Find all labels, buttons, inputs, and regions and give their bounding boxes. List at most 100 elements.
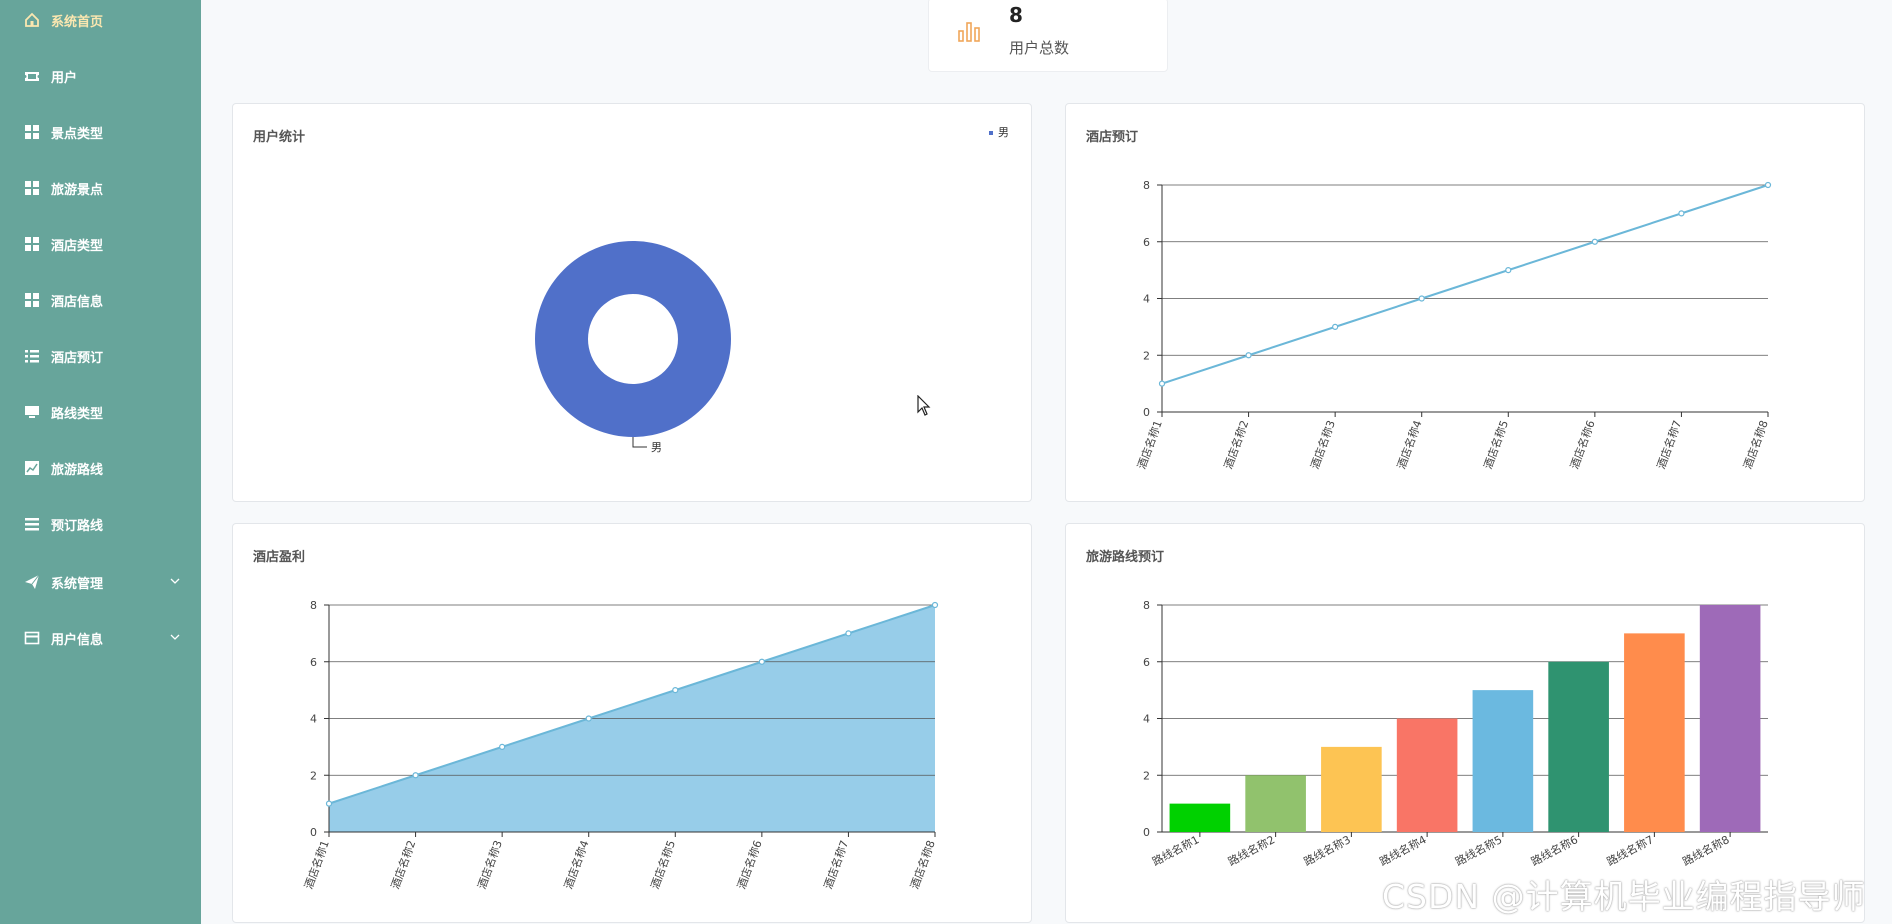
sidebar-item-11[interactable]: 系统管理 xyxy=(0,562,201,602)
sidebar-item-label: 酒店信息 xyxy=(51,294,104,310)
hotel-booking-chart: 0 2 4 6 8 酒店名称1 酒店名称2 酒店名称3 酒店名称4 酒店名称5 酒店名称6 酒店名称7… xyxy=(1134,179,1772,471)
user-count-label: 用户总数 xyxy=(1009,39,1070,57)
menu-icon xyxy=(25,518,39,531)
hotel-profit-panel: 酒店盈利 0 2 4 6 8 酒店名称1 酒店名称2 酒店名称3 酒店名称4 酒店名称5 酒店名称6… xyxy=(232,523,1032,923)
y-tick-label: 2 xyxy=(1143,349,1150,362)
data-point xyxy=(845,630,852,637)
sidebar-item-1[interactable]: 系统首页 xyxy=(0,0,201,40)
y-tick-label: 0 xyxy=(1143,826,1150,839)
y-tick-label: 8 xyxy=(310,599,317,612)
hotel-booking-panel: 酒店预订 0 2 4 6 8 酒店名称1 酒店名称2 酒店名称3 酒店名称4 酒店名称5 酒店名称6… xyxy=(1065,103,1865,502)
grid-icon xyxy=(25,237,39,251)
x-tick-label: 路线名称2 xyxy=(1225,832,1277,868)
y-tick-label: 2 xyxy=(310,769,317,782)
sidebar-item-label: 用户信息 xyxy=(51,632,104,648)
x-tick-label: 酒店名称6 xyxy=(734,838,765,891)
data-point xyxy=(585,715,592,722)
sidebar: 系统首页用户景点类型旅游景点酒店类型酒店信息酒店预订路线类型旅游路线预订路线系统… xyxy=(0,0,201,924)
bar xyxy=(1624,633,1685,832)
data-point xyxy=(1332,323,1339,330)
x-tick-label: 路线名称4 xyxy=(1377,832,1429,868)
route-booking-panel: 旅游路线预订 0 2 4 6 8 路线名称1 路线名称2 路线名称3 路线名称4 路线名称5 路线名… xyxy=(1065,523,1865,923)
sidebar-item-label: 用户 xyxy=(51,70,78,86)
pie-slice-label: 男 xyxy=(651,441,662,454)
x-tick-label: 酒店名称7 xyxy=(821,838,852,891)
x-tick-label: 路线名称5 xyxy=(1453,832,1505,868)
x-tick-label: 酒店名称2 xyxy=(1221,418,1252,471)
user-stats-panel: 用户统计 男男 xyxy=(232,103,1032,502)
data-point xyxy=(1158,380,1166,387)
data-point xyxy=(1678,210,1685,217)
user-count-value: 8 xyxy=(1009,3,1023,27)
y-tick-label: 6 xyxy=(1143,236,1150,249)
send-icon xyxy=(25,574,40,589)
x-tick-label: 酒店名称4 xyxy=(561,838,592,891)
card-icon xyxy=(24,631,40,645)
sidebar-item-9[interactable]: 旅游路线 xyxy=(0,448,201,488)
sidebar-item-label: 路线类型 xyxy=(51,406,104,422)
hotel-booking-title: 酒店预订 xyxy=(1086,130,1139,145)
y-tick-label: 6 xyxy=(1143,656,1150,669)
bar xyxy=(1699,605,1761,832)
x-tick-label: 酒店名称7 xyxy=(1654,418,1685,471)
sidebar-item-7[interactable]: 酒店预订 xyxy=(0,336,201,376)
sidebar-item-label: 酒店类型 xyxy=(51,238,104,254)
pie-slice xyxy=(535,241,731,437)
x-tick-label: 路线名称1 xyxy=(1150,832,1202,868)
data-point xyxy=(758,658,765,665)
series-line xyxy=(1161,184,1769,385)
y-tick-label: 8 xyxy=(1143,179,1150,192)
y-tick-label: 0 xyxy=(310,826,317,839)
chevron-down-icon xyxy=(170,634,180,640)
bar xyxy=(1396,718,1458,832)
route-booking-title: 旅游路线预订 xyxy=(1086,550,1165,565)
x-tick-label: 酒店名称5 xyxy=(1481,418,1512,471)
bar xyxy=(1169,803,1231,832)
sidebar-item-8[interactable]: 路线类型 xyxy=(0,392,201,432)
y-tick-label: 2 xyxy=(1143,769,1150,782)
sidebar-item-label: 旅游景点 xyxy=(51,182,104,198)
x-tick-label: 酒店名称8 xyxy=(907,838,938,891)
x-tick-label: 酒店名称1 xyxy=(301,838,332,891)
data-point xyxy=(412,772,419,779)
sidebar-item-6[interactable]: 酒店信息 xyxy=(0,280,201,320)
ticket-icon xyxy=(25,72,39,81)
y-tick-label: 4 xyxy=(310,713,317,726)
x-tick-label: 酒店名称8 xyxy=(1740,418,1771,471)
sidebar-item-2[interactable]: 用户 xyxy=(0,56,201,96)
data-point xyxy=(499,743,506,750)
y-tick-label: 0 xyxy=(1143,406,1150,419)
x-tick-label: 酒店名称3 xyxy=(474,838,505,891)
legend-entry: 男 xyxy=(998,126,1009,139)
y-tick-label: 4 xyxy=(1143,293,1150,306)
chevron-down-icon xyxy=(170,578,180,584)
route-booking-chart: 0 2 4 6 8 路线名称1 路线名称2 路线名称3 路线名称4 路线名称5 路线名称6 路线名称7… xyxy=(1143,599,1768,869)
y-tick-label: 8 xyxy=(1143,599,1150,612)
watermark: CSDN @计算机毕业编程指导师 xyxy=(1382,877,1866,916)
sidebar-item-label: 系统管理 xyxy=(51,576,104,592)
bar-chart-icon xyxy=(958,22,980,42)
sidebar-item-12[interactable]: 用户信息 xyxy=(0,618,201,658)
sidebar-item-5[interactable]: 酒店类型 xyxy=(0,224,201,264)
data-point xyxy=(931,601,939,609)
x-tick-label: 路线名称7 xyxy=(1604,832,1656,868)
sidebar-item-label: 旅游路线 xyxy=(51,462,104,478)
grid-icon xyxy=(25,181,39,195)
data-point xyxy=(1764,181,1772,189)
user-stats-chart: 男男 xyxy=(535,126,1009,454)
user-count-card: 8 用户总数 xyxy=(928,0,1168,72)
mouse-cursor-icon xyxy=(917,395,931,416)
sidebar-item-3[interactable]: 景点类型 xyxy=(0,112,201,152)
sidebar-item-10[interactable]: 预订路线 xyxy=(0,504,201,544)
bar xyxy=(1548,661,1609,832)
series-line xyxy=(328,604,936,805)
grid-icon xyxy=(25,293,39,307)
data-point xyxy=(325,800,333,807)
x-tick-label: 酒店名称3 xyxy=(1307,418,1338,471)
bar xyxy=(1245,775,1306,832)
sidebar-item-label: 预订路线 xyxy=(51,518,104,534)
data-point xyxy=(672,687,679,694)
chart-icon xyxy=(25,461,39,475)
list-icon xyxy=(25,350,39,363)
sidebar-item-4[interactable]: 旅游景点 xyxy=(0,168,201,208)
